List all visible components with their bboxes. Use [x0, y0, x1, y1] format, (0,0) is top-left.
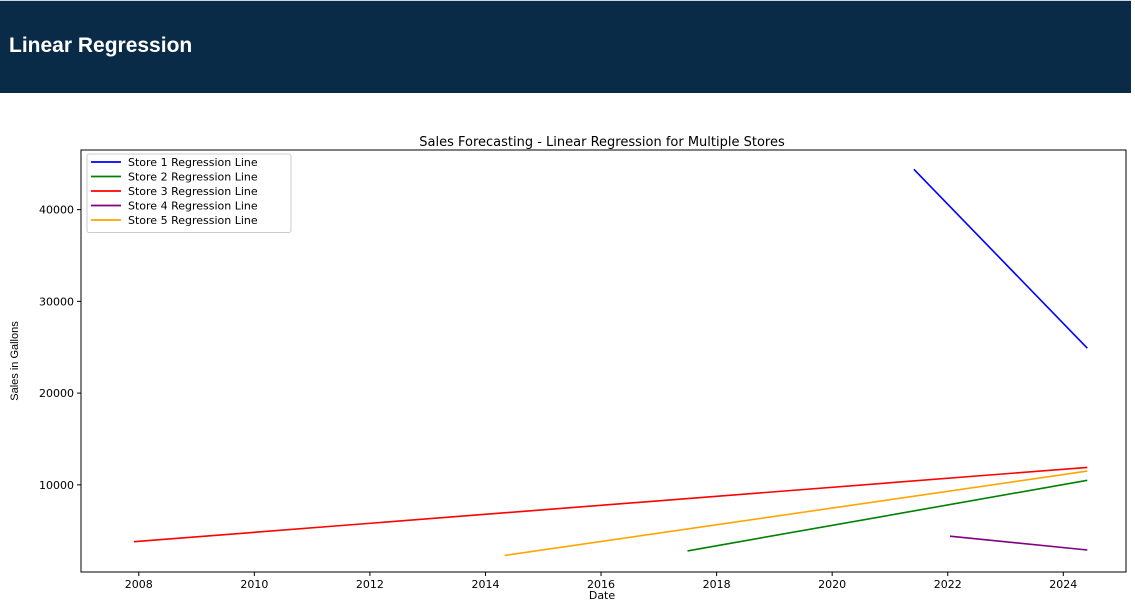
x-tick-label: 2008	[125, 578, 153, 591]
series-line-store-5	[504, 470, 1088, 557]
legend-box	[86, 153, 292, 233]
legend: Store 1 Regression Line Store 2 Regressio…	[86, 153, 292, 233]
y-axis-label: Sales in Gallons	[9, 321, 21, 401]
x-tick-label: 2018	[703, 578, 731, 591]
x-tick-label: 2016	[587, 578, 615, 591]
series-line-store-4	[949, 535, 1088, 551]
page-title: Linear Regression	[9, 34, 193, 57]
x-tick-label: 2020	[818, 578, 846, 591]
regression-chart: Sales Forecasting - Linear Regression fo…	[9, 135, 1127, 602]
x-tick-label: 2024	[1049, 578, 1077, 591]
chart-title: Sales Forecasting - Linear Regression fo…	[419, 135, 785, 150]
series-line-store-3	[133, 466, 1088, 543]
series-lines	[133, 168, 1088, 557]
y-tick-label: 20000	[39, 387, 74, 400]
legend-label: Store 2 Regression Line	[128, 171, 258, 184]
legend-label: Store 4 Regression Line	[128, 200, 258, 213]
legend-label: Store 5 Regression Line	[128, 214, 258, 227]
y-axis: 10000 20000 30000 40000	[39, 204, 81, 492]
x-tick-label: 2012	[356, 578, 384, 591]
y-tick-label: 30000	[39, 295, 74, 308]
x-axis: 2008 2010 2012 2014 2016 2018 2020 2022 2024	[125, 572, 1077, 591]
y-tick-label: 40000	[39, 204, 74, 217]
legend-label: Store 1 Regression Line	[128, 156, 258, 169]
x-tick-label: 2022	[934, 578, 962, 591]
x-tick-label: 2010	[240, 578, 268, 591]
series-line-store-2	[687, 479, 1088, 552]
x-axis-label: Date	[589, 589, 616, 602]
legend-label: Store 3 Regression Line	[128, 185, 258, 198]
series-line-store-1	[913, 168, 1088, 349]
x-tick-label: 2014	[471, 578, 499, 591]
y-tick-label: 10000	[39, 479, 74, 492]
page-header: Linear Regression	[0, 0, 1131, 93]
